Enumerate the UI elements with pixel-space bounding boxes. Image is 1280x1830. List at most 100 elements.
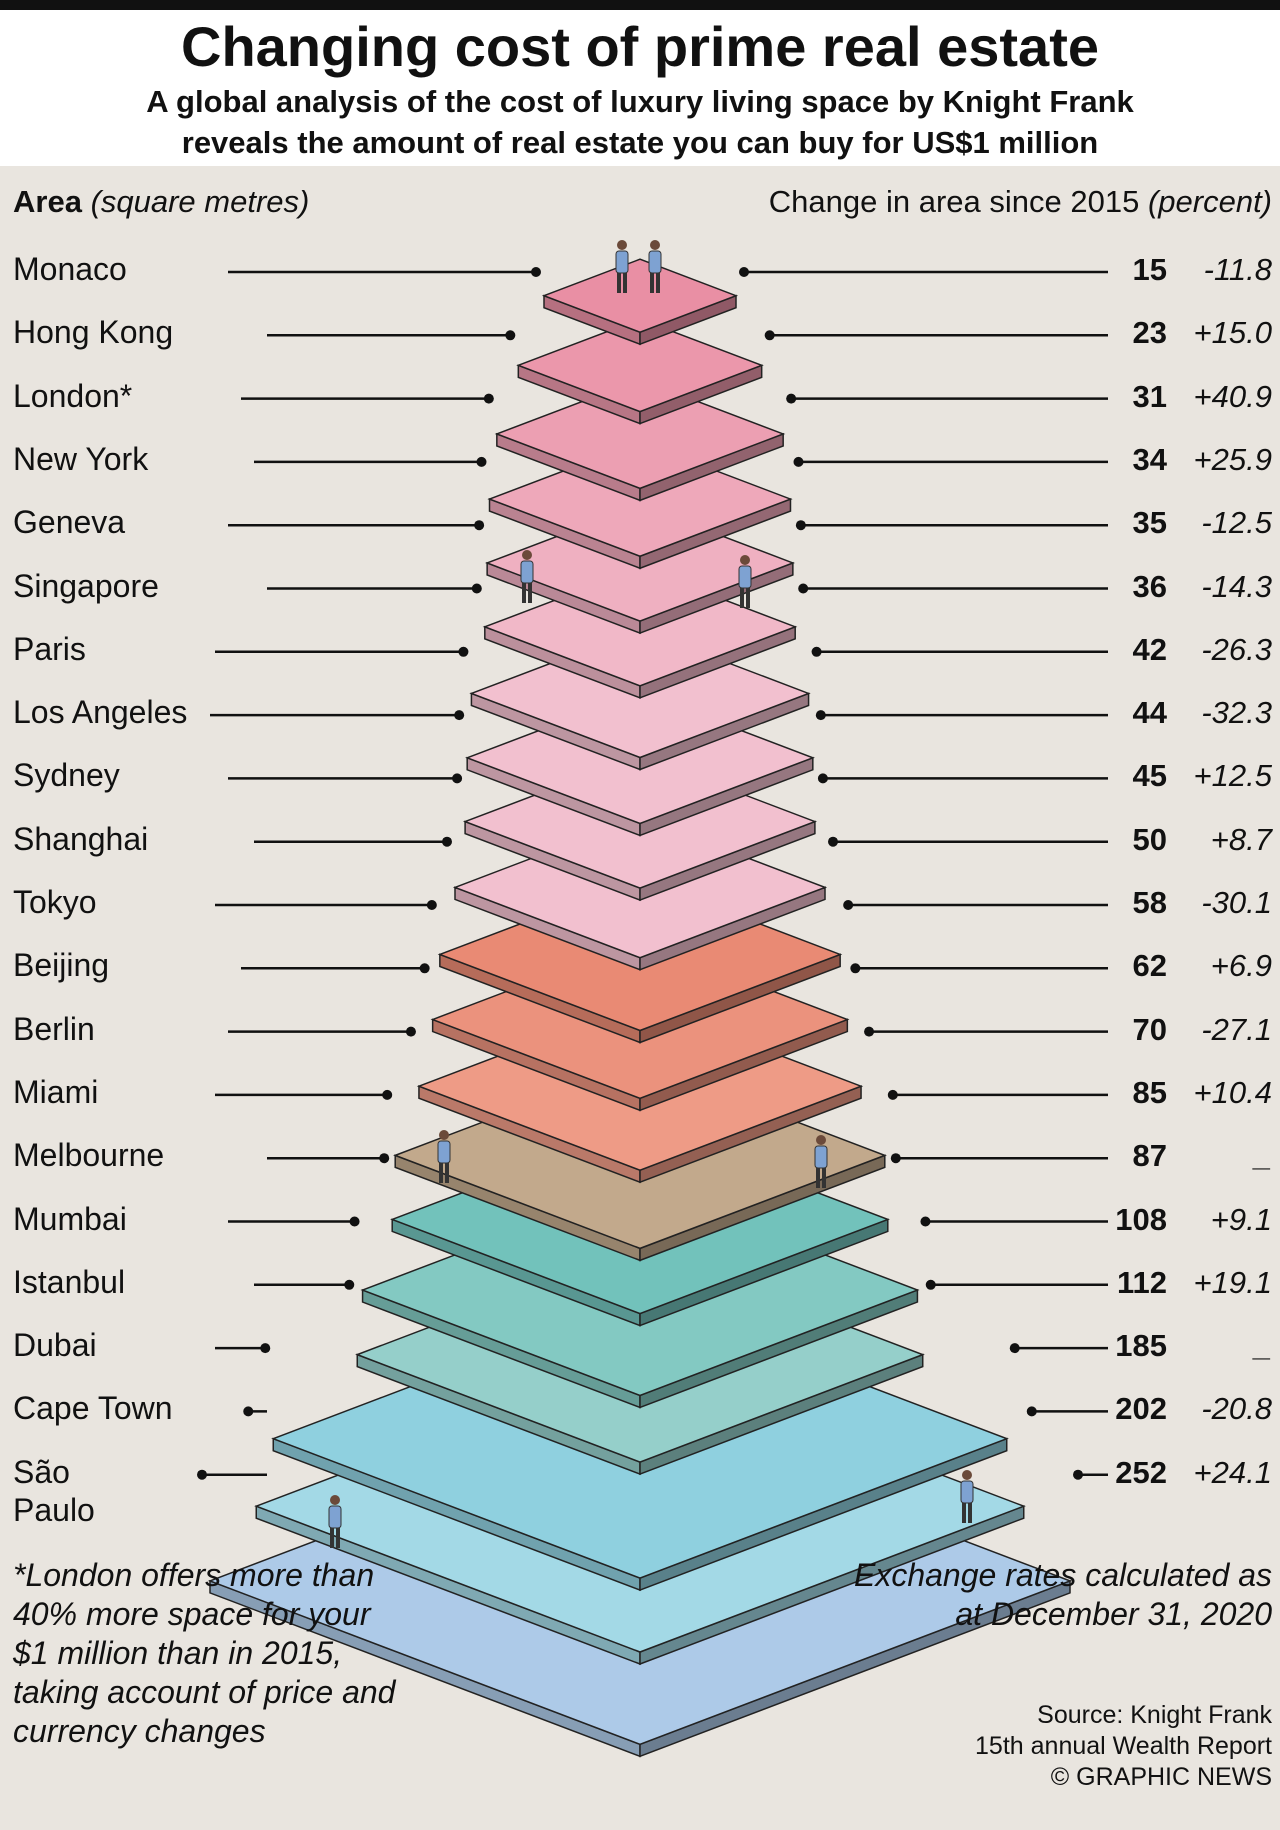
area-value: 31 xyxy=(1132,378,1167,414)
area-value: 44 xyxy=(1132,695,1167,731)
leader-dot-left xyxy=(426,900,437,910)
exchange-rate-note: Exchange rates calculated as at December… xyxy=(853,1557,1272,1632)
area-value: 58 xyxy=(1132,885,1167,920)
leader-dot-left xyxy=(505,330,516,341)
change-unit: (percent) xyxy=(1147,184,1272,219)
person-figure xyxy=(520,550,534,603)
leader-dot-right xyxy=(786,393,797,404)
leader-dot-right xyxy=(843,900,854,910)
area-value: 85 xyxy=(1132,1074,1167,1110)
change-label: Change in area since 2015 xyxy=(768,184,1140,219)
tier-top xyxy=(516,318,764,413)
chart-subtitle-line1: A global analysis of the cost of luxury … xyxy=(146,84,1134,119)
person-figure xyxy=(814,1135,828,1188)
report-line: 15th annual Wealth Report xyxy=(975,1732,1272,1760)
city-label: Shanghai xyxy=(13,820,149,857)
leader-dot-left xyxy=(483,393,494,404)
area-value: 34 xyxy=(1132,441,1167,477)
city-label: São Paulo xyxy=(13,1453,95,1528)
chart-subtitle-line2: reveals the amount of real estate you ca… xyxy=(181,125,1099,160)
leader-dot-left xyxy=(344,1279,355,1290)
change-value: -12.5 xyxy=(1201,505,1272,541)
city-label: Hong Kong xyxy=(13,314,174,351)
change-value: -14.3 xyxy=(1201,568,1272,604)
chart-title: Changing cost of prime real estate xyxy=(181,15,1099,78)
city-label: Sydney xyxy=(13,757,120,794)
tier-2 xyxy=(516,318,764,425)
city-label: Los Angeles xyxy=(13,694,188,731)
area-value: 36 xyxy=(1132,568,1167,604)
leader-dot-left xyxy=(458,646,469,657)
area-value: 108 xyxy=(1115,1201,1167,1237)
area-value: 50 xyxy=(1132,821,1167,857)
leader-dot-right xyxy=(795,520,806,531)
leader-dot-left xyxy=(476,456,487,467)
leader-dot-right xyxy=(739,267,749,277)
leader-dot-right xyxy=(850,963,861,974)
change-value: -27.1 xyxy=(1201,1011,1272,1047)
person-figure xyxy=(648,240,662,293)
person-figure xyxy=(437,1130,451,1183)
leader-dot-right xyxy=(1073,1469,1083,1480)
city-label: London* xyxy=(13,377,133,414)
leader-dot-right xyxy=(811,646,822,657)
city-label: Istanbul xyxy=(13,1263,126,1300)
change-value: +15.0 xyxy=(1193,315,1272,351)
area-value: 252 xyxy=(1115,1454,1167,1490)
leader-dot-right xyxy=(828,836,839,847)
tier-1 xyxy=(541,258,739,346)
leader-dot-left xyxy=(349,1216,360,1227)
change-value: _ xyxy=(1254,1138,1272,1174)
area-value: 62 xyxy=(1132,948,1167,984)
area-value: 202 xyxy=(1115,1391,1167,1427)
person-figure xyxy=(738,555,752,608)
change-value: +12.5 xyxy=(1193,758,1272,794)
change-value: -20.8 xyxy=(1201,1391,1272,1427)
area-value: 45 xyxy=(1132,758,1167,794)
city-label: Miami xyxy=(13,1073,99,1110)
change-value: -11.8 xyxy=(1203,252,1272,287)
area-value: 87 xyxy=(1132,1138,1167,1174)
tier-3 xyxy=(494,378,786,502)
leader-dot-left xyxy=(197,1469,207,1480)
change-value: -26.3 xyxy=(1201,631,1272,667)
leader-dot-left xyxy=(419,963,430,974)
area-column-header: Area (square metres) xyxy=(13,184,309,220)
leader-dot-left xyxy=(454,710,465,721)
area-value: 185 xyxy=(1115,1328,1167,1364)
city-label: Berlin xyxy=(13,1010,95,1047)
city-label: Tokyo xyxy=(13,884,97,920)
header: Changing cost of prime real estate A glo… xyxy=(0,0,1280,166)
area-value: 42 xyxy=(1132,631,1167,667)
leader-dot-right xyxy=(890,1153,901,1164)
london-footnote: *London offers more than 40% more space … xyxy=(13,1557,396,1749)
change-value: +19.1 xyxy=(1193,1264,1272,1300)
change-value: +25.9 xyxy=(1193,441,1272,477)
leader-dot-left xyxy=(474,520,485,531)
change-value: -32.3 xyxy=(1201,695,1272,731)
leader-dot-right xyxy=(887,1089,898,1100)
city-label: Dubai xyxy=(13,1327,97,1364)
change-value: +9.1 xyxy=(1210,1201,1272,1237)
area-value: 112 xyxy=(1116,1264,1167,1300)
leader-dot-left xyxy=(471,583,482,594)
person-figure xyxy=(960,1470,974,1523)
city-label: New York xyxy=(13,440,149,477)
change-value: +24.1 xyxy=(1193,1454,1272,1490)
leader-dot-left xyxy=(382,1089,393,1100)
leader-dot-left xyxy=(379,1153,390,1164)
area-unit: (square metres) xyxy=(90,184,310,219)
person-figure xyxy=(615,240,629,293)
change-value: -30.1 xyxy=(1201,885,1272,920)
top-rule xyxy=(0,0,1280,10)
change-value: +40.9 xyxy=(1193,378,1272,414)
leader-dot-left xyxy=(405,1026,416,1037)
change-value: +8.7 xyxy=(1210,821,1272,857)
change-value: +6.9 xyxy=(1210,948,1272,984)
tier-top xyxy=(541,258,739,333)
leader-dot-right xyxy=(1009,1343,1020,1354)
source-credit: Source: Knight Frank 15th annual Wealth … xyxy=(852,1700,1272,1793)
area-label: Area xyxy=(13,184,82,219)
person-figure xyxy=(328,1495,342,1548)
